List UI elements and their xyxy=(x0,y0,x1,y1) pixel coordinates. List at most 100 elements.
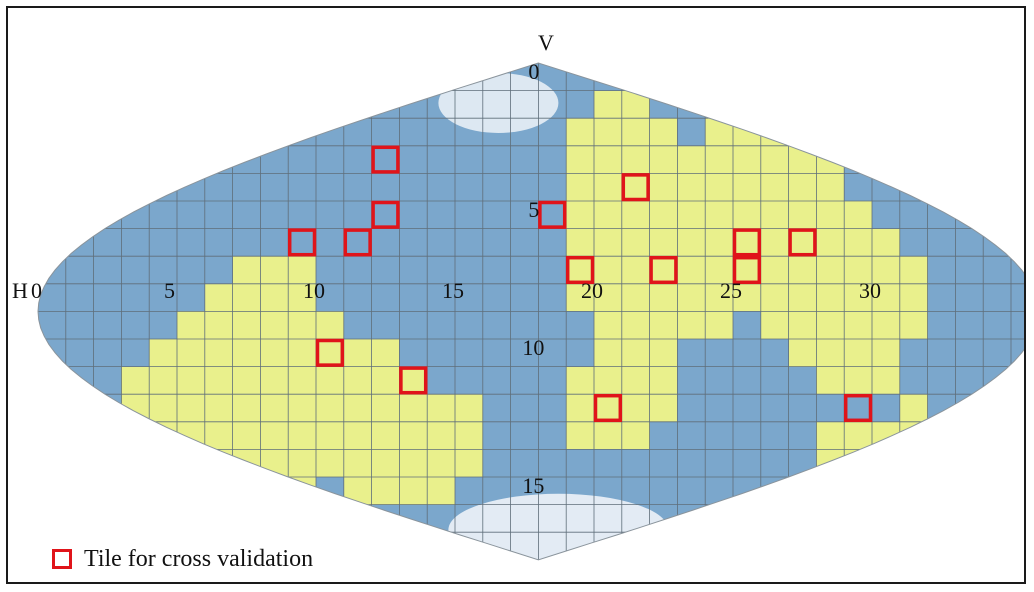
land-tile xyxy=(288,449,316,477)
land-tile xyxy=(371,449,400,477)
validation-tile xyxy=(538,200,567,229)
land-tile xyxy=(316,421,344,450)
land-tile xyxy=(621,145,650,174)
v-tick-label: 10 xyxy=(522,335,544,360)
land-tile xyxy=(204,283,233,312)
land-tile xyxy=(566,228,594,257)
land-tile xyxy=(872,311,900,339)
validation-tile xyxy=(343,228,372,257)
land-tile xyxy=(343,339,372,367)
land-tile xyxy=(177,477,205,505)
land-tile xyxy=(594,394,622,422)
land-tile xyxy=(844,477,872,505)
land-tile xyxy=(399,449,428,477)
land-tile xyxy=(705,256,733,284)
land-tile xyxy=(566,366,594,395)
map-outline xyxy=(37,62,1024,561)
land-tile xyxy=(705,283,733,312)
land-tile xyxy=(788,201,817,229)
land-tile xyxy=(232,394,261,422)
land-tile xyxy=(760,311,789,339)
land-tile xyxy=(649,145,678,174)
validation-tile xyxy=(732,255,762,285)
land-tile xyxy=(621,366,650,395)
land-tile xyxy=(260,449,289,477)
land-tile xyxy=(232,311,261,339)
land-tile xyxy=(649,311,678,339)
land-tile xyxy=(621,311,650,339)
land-tile xyxy=(844,449,872,477)
land-tile xyxy=(204,421,233,450)
land-tile xyxy=(705,145,733,174)
land-tile xyxy=(594,201,622,229)
land-tile xyxy=(204,366,233,395)
land-tile xyxy=(371,477,400,505)
land-tile xyxy=(816,366,845,395)
land-tile xyxy=(788,283,817,312)
land-tile xyxy=(788,339,817,367)
land-tile xyxy=(621,173,650,201)
land-tile xyxy=(621,201,650,229)
land-tile xyxy=(649,173,678,201)
land-tile xyxy=(927,421,956,450)
land-tile xyxy=(872,283,900,312)
land-tile xyxy=(204,449,233,477)
land-tile xyxy=(343,366,372,395)
land-tile xyxy=(677,311,706,339)
land-tile xyxy=(343,421,372,450)
land-tile xyxy=(455,421,483,450)
v-tick-label: 5 xyxy=(528,197,539,222)
land-tile xyxy=(399,394,428,422)
land-tile xyxy=(594,339,622,367)
land-tile xyxy=(343,449,372,477)
land-tile xyxy=(149,394,177,422)
validation-tile xyxy=(565,255,595,285)
land-tile xyxy=(260,421,289,450)
land-tile xyxy=(733,256,761,284)
land-tile xyxy=(621,421,650,450)
land-tile xyxy=(232,366,261,395)
land-tile xyxy=(204,394,233,422)
validation-tile xyxy=(287,228,317,257)
land-tile xyxy=(594,145,622,174)
land-tile xyxy=(288,477,316,505)
validation-tiles xyxy=(287,145,873,423)
land-tile xyxy=(816,477,845,505)
h-tick-label: 25 xyxy=(720,278,742,303)
h-tick-label: 10 xyxy=(303,278,325,303)
land-tile xyxy=(177,421,205,450)
land-tile xyxy=(705,228,733,257)
land-tile xyxy=(621,118,650,146)
land-tile xyxy=(649,256,678,284)
legend: Tile for cross validation xyxy=(52,544,313,574)
land-tile xyxy=(260,394,289,422)
land-tile xyxy=(149,366,177,395)
land-tile xyxy=(566,145,594,174)
land-tile xyxy=(399,477,428,505)
land-tile xyxy=(872,339,900,367)
land-tile xyxy=(288,421,316,450)
land-tile xyxy=(844,256,872,284)
land-tile xyxy=(760,256,789,284)
land-tile xyxy=(594,283,622,312)
land-tile xyxy=(899,449,928,477)
land-tile xyxy=(760,173,789,201)
land-tile xyxy=(177,449,205,477)
land-tile xyxy=(788,311,817,339)
land-tile xyxy=(733,228,761,257)
land-tile xyxy=(844,421,872,450)
land-tile xyxy=(288,311,316,339)
validation-tile xyxy=(788,228,817,257)
land-tile xyxy=(677,283,706,312)
land-tile xyxy=(177,366,205,395)
land-tile xyxy=(399,366,428,395)
land-tile xyxy=(427,421,455,450)
arctic-ice xyxy=(438,73,559,133)
land-tile xyxy=(316,311,344,339)
validation-tile xyxy=(315,338,345,367)
land-tile xyxy=(955,449,984,477)
land-tile xyxy=(788,256,817,284)
land-tile xyxy=(121,421,150,450)
land-tile xyxy=(621,394,650,422)
land-tile xyxy=(816,283,845,312)
